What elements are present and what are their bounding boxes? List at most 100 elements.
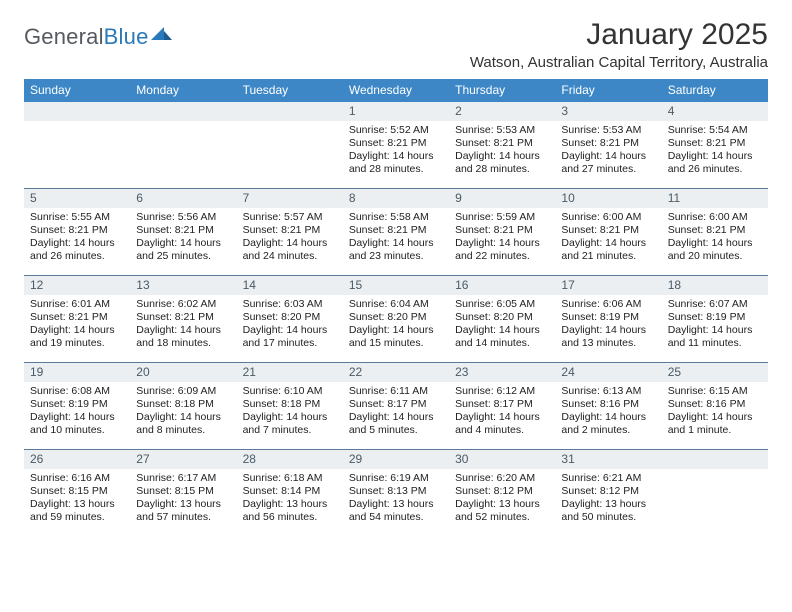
sunset-text: Sunset: 8:12 PM [561, 485, 655, 498]
dow-sunday: Sunday [24, 79, 130, 102]
day-cell: 25Sunrise: 6:15 AMSunset: 8:16 PMDayligh… [662, 363, 768, 449]
location-text: Watson, Australian Capital Territory, Au… [470, 54, 768, 71]
sunrise-text: Sunrise: 5:52 AM [349, 124, 443, 137]
daylight-line2: and 24 minutes. [243, 250, 337, 263]
sunset-text: Sunset: 8:21 PM [561, 137, 655, 150]
sunrise-text: Sunrise: 5:53 AM [561, 124, 655, 137]
week-row: 1Sunrise: 5:52 AMSunset: 8:21 PMDaylight… [24, 102, 768, 189]
sunset-text: Sunset: 8:16 PM [668, 398, 762, 411]
day-info: Sunrise: 6:00 AMSunset: 8:21 PMDaylight:… [555, 211, 661, 264]
day-cell: 29 Sunrise: 6:19 AMSunset: 8:13 PMDayligh… [343, 450, 449, 536]
day-cell: 17Sunrise: 6:06 AMSunset: 8:19 PMDayligh… [555, 276, 661, 362]
day-info: Sunrise: 5:53 AMSunset: 8:21 PMDaylight:… [449, 124, 555, 177]
day-info: Sunrise: 6:15 AMSunset: 8:16 PMDaylight:… [662, 385, 768, 438]
daylight-line2: and 25 minutes. [136, 250, 230, 263]
day-info: Sunrise: 6:12 AMSunset: 8:17 PMDaylight:… [449, 385, 555, 438]
daylight-line1: Daylight: 14 hours [136, 411, 230, 424]
day-cell: 20Sunrise: 6:09 AMSunset: 8:18 PMDayligh… [130, 363, 236, 449]
day-cell: 4Sunrise: 5:54 AMSunset: 8:21 PMDaylight… [662, 102, 768, 188]
daylight-line2: and 57 minutes. [136, 511, 230, 524]
sunrise-text: Sunrise: 6:10 AM [243, 385, 337, 398]
week-row: 12Sunrise: 6:01 AMSunset: 8:21 PMDayligh… [24, 276, 768, 363]
sunrise-text: Sunrise: 6:00 AM [561, 211, 655, 224]
day-number: 4 [662, 102, 768, 121]
sunrise-text: Sunrise: 6:09 AM [136, 385, 230, 398]
sunrise-text: Sunrise: 6:16 AM [30, 472, 124, 485]
day-info: Sunrise: 6:11 AMSunset: 8:17 PMDaylight:… [343, 385, 449, 438]
dow-friday: Friday [555, 79, 661, 102]
sunset-text: Sunset: 8:19 PM [561, 311, 655, 324]
daylight-line1: Daylight: 14 hours [30, 411, 124, 424]
sunrise-text: Sunrise: 6:17 AM [136, 472, 230, 485]
day-info: Sunrise: 6:18 AMSunset: 8:14 PMDaylight:… [237, 472, 343, 525]
day-number: 18 [662, 276, 768, 295]
sunrise-text: Sunrise: 6:04 AM [349, 298, 443, 311]
sunrise-text: Sunrise: 6:06 AM [561, 298, 655, 311]
daylight-line1: Daylight: 14 hours [243, 237, 337, 250]
day-info: Sunrise: 6:19 AMSunset: 8:13 PMDaylight:… [343, 472, 449, 525]
day-number: 7 [237, 189, 343, 208]
daylight-line1: Daylight: 14 hours [349, 411, 443, 424]
daylight-line1: Daylight: 13 hours [561, 498, 655, 511]
sunset-text: Sunset: 8:15 PM [136, 485, 230, 498]
dow-wednesday: Wednesday [343, 79, 449, 102]
sunset-text: Sunset: 8:14 PM [243, 485, 337, 498]
day-number: 12 [24, 276, 130, 295]
day-info: Sunrise: 5:55 AMSunset: 8:21 PMDaylight:… [24, 211, 130, 264]
sunrise-text: Sunrise: 6:12 AM [455, 385, 549, 398]
daylight-line2: and 28 minutes. [455, 163, 549, 176]
daylight-line1: Daylight: 14 hours [349, 237, 443, 250]
day-cell [130, 102, 236, 188]
daylight-line1: Daylight: 14 hours [668, 150, 762, 163]
sunset-text: Sunset: 8:15 PM [30, 485, 124, 498]
day-info: Sunrise: 6:01 AMSunset: 8:21 PMDaylight:… [24, 298, 130, 351]
brand-logo: GeneralBlue [24, 24, 173, 50]
daylight-line1: Daylight: 14 hours [349, 150, 443, 163]
day-info: Sunrise: 6:21 AMSunset: 8:12 PMDaylight:… [555, 472, 661, 525]
calendar: Sunday Monday Tuesday Wednesday Thursday… [24, 79, 768, 536]
daylight-line1: Daylight: 14 hours [136, 324, 230, 337]
daylight-line1: Daylight: 14 hours [561, 324, 655, 337]
week-row: 26Sunrise: 6:16 AMSunset: 8:15 PMDayligh… [24, 450, 768, 536]
brand-name-part1: General [24, 24, 104, 50]
day-number: 3 [555, 102, 661, 121]
daylight-line1: Daylight: 14 hours [243, 324, 337, 337]
sunset-text: Sunset: 8:12 PM [455, 485, 549, 498]
day-cell: 16Sunrise: 6:05 AMSunset: 8:20 PMDayligh… [449, 276, 555, 362]
sunset-text: Sunset: 8:20 PM [349, 311, 443, 324]
day-info: Sunrise: 6:17 AMSunset: 8:15 PMDaylight:… [130, 472, 236, 525]
day-number [24, 102, 130, 121]
daylight-line1: Daylight: 13 hours [243, 498, 337, 511]
sunset-text: Sunset: 8:21 PM [668, 224, 762, 237]
sunrise-text: Sunrise: 6:03 AM [243, 298, 337, 311]
day-number: 6 [130, 189, 236, 208]
daylight-line2: and 10 minutes. [30, 424, 124, 437]
day-number: 1 [343, 102, 449, 121]
day-number: 29 [343, 450, 449, 469]
daylight-line1: Daylight: 14 hours [243, 411, 337, 424]
sunrise-text: Sunrise: 6:18 AM [243, 472, 337, 485]
daylight-line1: Daylight: 14 hours [455, 411, 549, 424]
day-number: 31 [555, 450, 661, 469]
day-info: Sunrise: 6:02 AMSunset: 8:21 PMDaylight:… [130, 298, 236, 351]
day-number: 10 [555, 189, 661, 208]
sunset-text: Sunset: 8:19 PM [30, 398, 124, 411]
daylight-line2: and 27 minutes. [561, 163, 655, 176]
header: GeneralBlue January 2025 Watson, Austral… [24, 18, 768, 71]
daylight-line1: Daylight: 14 hours [561, 150, 655, 163]
sunrise-text: Sunrise: 6:20 AM [455, 472, 549, 485]
brand-name-part2: Blue [104, 24, 149, 50]
day-number: 19 [24, 363, 130, 382]
day-info: Sunrise: 5:56 AMSunset: 8:21 PMDaylight:… [130, 211, 236, 264]
day-number: 20 [130, 363, 236, 382]
sunrise-text: Sunrise: 6:01 AM [30, 298, 124, 311]
day-number: 22 [343, 363, 449, 382]
sunrise-text: Sunrise: 6:00 AM [668, 211, 762, 224]
day-cell: 22 Sunrise: 6:11 AMSunset: 8:17 PMDayligh… [343, 363, 449, 449]
day-number: 9 [449, 189, 555, 208]
sunset-text: Sunset: 8:21 PM [349, 224, 443, 237]
sunset-text: Sunset: 8:21 PM [30, 311, 124, 324]
sunset-text: Sunset: 8:21 PM [455, 224, 549, 237]
day-info: Sunrise: 6:13 AMSunset: 8:16 PMDaylight:… [555, 385, 661, 438]
day-number: 27 [130, 450, 236, 469]
